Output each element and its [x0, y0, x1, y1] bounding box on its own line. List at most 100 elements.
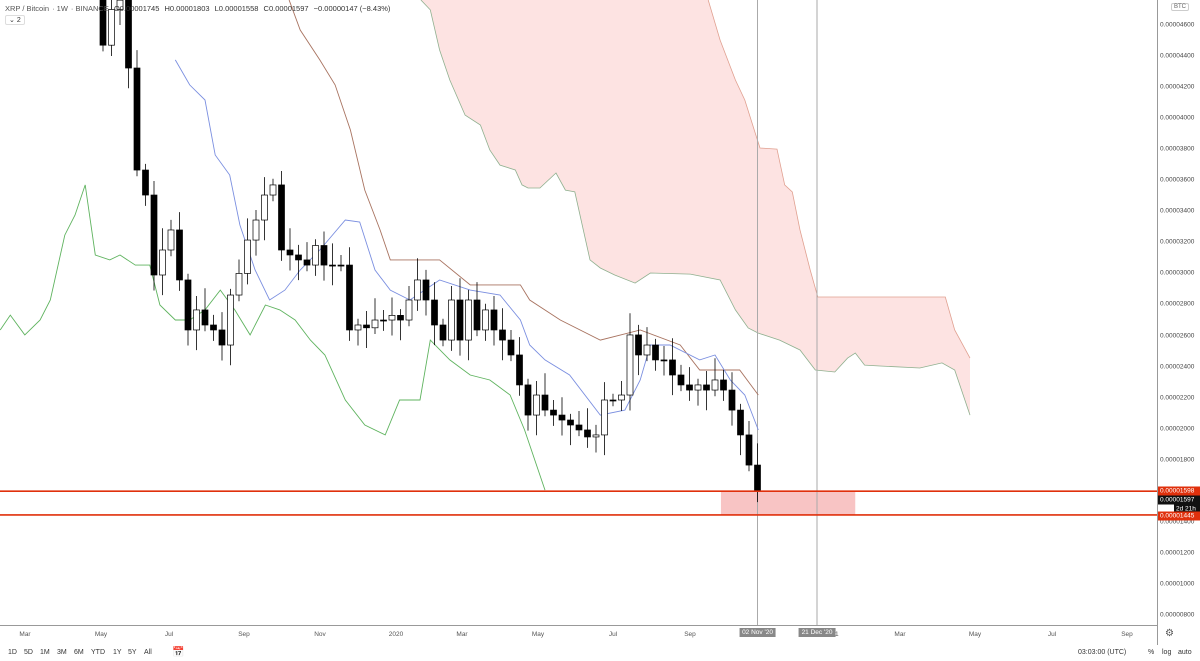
time-tick-label: May: [94, 631, 108, 638]
time-tick-label: Sep: [1121, 631, 1133, 638]
candle-down: [652, 344, 659, 361]
candle-down: [754, 464, 761, 492]
time-tick-label: Mar: [19, 631, 31, 638]
candle-down: [286, 249, 294, 256]
lower-line-price-label: 0.00001445: [1158, 511, 1200, 521]
candle-up: [414, 279, 421, 301]
price-tick-label: 0.00003800: [1160, 145, 1195, 153]
candle-down: [439, 324, 447, 341]
candle-down: [720, 379, 727, 391]
candle-down: [635, 334, 642, 356]
range-button-6m[interactable]: 6M: [74, 649, 84, 656]
candle-down: [380, 319, 387, 322]
candle-up: [592, 434, 600, 438]
indicators-toggle[interactable]: ⌄ 2: [5, 15, 25, 25]
range-button-1d[interactable]: 1D: [8, 649, 17, 656]
price-tick-label: 0.00001800: [1160, 456, 1195, 464]
currency-label[interactable]: BTC: [1171, 3, 1189, 11]
candle-up: [643, 344, 651, 356]
candle-down: [609, 399, 617, 402]
log-toggle[interactable]: log: [1162, 649, 1172, 656]
candle-down: [507, 339, 515, 356]
candle-up: [269, 184, 277, 196]
symbol-name[interactable]: XRP / Bitcoin: [5, 4, 50, 13]
exchange: BINANCE: [75, 4, 109, 13]
gear-icon[interactable]: ⚙: [1165, 628, 1174, 639]
price-axis[interactable]: BTC 0.00004600 0.00004400 0.00004200 0.0000…: [1157, 0, 1200, 645]
range-button-5y[interactable]: 5Y: [128, 649, 137, 656]
time-tick-label: Mar: [894, 631, 906, 638]
candle-down: [490, 309, 498, 331]
upper-line-price-label: 0.00001598: [1158, 486, 1200, 496]
chart-canvas[interactable]: [0, 0, 1157, 625]
open-value: O0.00001745: [113, 4, 160, 13]
bottom-toolbar: 03:03:00 (UTC) % log auto 📅 1D 5D 1M 3M 6M YT…: [0, 645, 1200, 661]
clock-time[interactable]: 03:03:00 (UTC): [1078, 649, 1127, 656]
candle-down: [499, 329, 506, 341]
candle-up: [533, 394, 540, 416]
auto-toggle[interactable]: auto: [1178, 649, 1192, 656]
candle-down: [584, 429, 591, 438]
indicator-count: 2: [16, 17, 21, 24]
close-value: C0.00001597: [263, 4, 309, 13]
time-tick-label: 2020: [388, 631, 404, 638]
candle-down: [456, 299, 464, 341]
range-button-1y[interactable]: 1Y: [113, 649, 122, 656]
candle-down: [558, 414, 566, 421]
price-tick-label: 0.00004600: [1160, 21, 1195, 29]
price-tick-label: 0.00000800: [1160, 611, 1195, 619]
price-tick-label: 0.00003200: [1160, 238, 1195, 246]
candle-down: [210, 324, 217, 331]
cloud-span-a-line: [420, 0, 971, 416]
range-button-3m[interactable]: 3M: [57, 649, 67, 656]
candle-up: [116, 0, 124, 10]
candle-down: [524, 384, 532, 416]
marker-date-label-1: 02 Nov '20: [739, 628, 776, 637]
candle-up: [193, 309, 200, 331]
symbol-legend: XRP / Bitcoin · 1W · BINANCE O0.00001745 H…: [5, 4, 391, 13]
candle-down: [660, 359, 668, 362]
time-tick-label: Sep: [238, 631, 250, 638]
date-range-icon[interactable]: 📅: [172, 647, 185, 658]
range-button-5d[interactable]: 5D: [24, 649, 33, 656]
change-value: −0.00000147 (−8.43%): [313, 4, 391, 13]
candle-down: [329, 264, 336, 267]
low-value: L0.00001558: [214, 4, 259, 13]
time-tick-label: Mar: [456, 631, 468, 638]
candle-up: [405, 299, 413, 321]
time-axis[interactable]: MarMayJulSepNov2020MarMayJulSep21MarMayJ…: [0, 625, 1157, 645]
time-tick-label: Jul: [1047, 631, 1057, 638]
time-tick-label: Nov: [314, 631, 326, 638]
candle-down: [346, 264, 353, 331]
candle-up: [159, 249, 166, 276]
candle-up: [252, 219, 260, 241]
candle-down: [686, 384, 693, 391]
candle-down: [184, 279, 192, 331]
range-button-all[interactable]: All: [144, 649, 152, 656]
candle-down: [176, 229, 183, 281]
candle-down: [397, 315, 404, 321]
price-tick-label: 0.00004400: [1160, 52, 1195, 60]
candle-up: [694, 384, 702, 391]
high-value: H0.00001803: [164, 4, 210, 13]
price-tick-label: 0.00003400: [1160, 207, 1195, 215]
time-tick-label: May: [531, 631, 545, 638]
range-button-1m[interactable]: 1M: [40, 649, 50, 656]
chart-plot-area[interactable]: XRP / Bitcoin · 1W · BINANCE O0.00001745 H…: [0, 0, 1157, 625]
price-tick-label: 0.00003600: [1160, 176, 1195, 184]
candle-down: [337, 264, 345, 267]
candle-down: [320, 245, 328, 266]
price-tick-label: 0.00002400: [1160, 363, 1195, 371]
candle-down: [431, 299, 438, 326]
range-button-ytd[interactable]: YTD: [91, 649, 105, 656]
candle-down: [133, 67, 141, 171]
price-tick-label: 0.00002000: [1160, 425, 1195, 433]
candle-down: [541, 394, 549, 411]
percent-toggle[interactable]: %: [1148, 649, 1155, 656]
support-zone: [720, 491, 856, 515]
candle-up: [601, 399, 608, 436]
price-tick-label: 0.00004200: [1160, 83, 1195, 91]
candle-up: [261, 194, 268, 221]
candle-up: [388, 315, 396, 321]
time-tick-label: Sep: [684, 631, 696, 638]
